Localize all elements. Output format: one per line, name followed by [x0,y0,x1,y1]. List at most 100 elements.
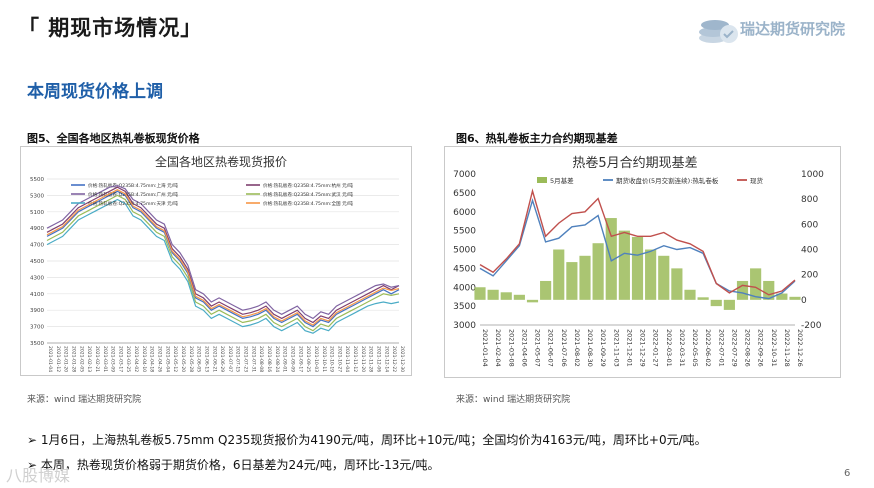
chart6-basis-bar [553,249,565,300]
chart6-ytick-left: 3000 [453,321,476,331]
chart6-ytick-left: 5500 [453,227,476,237]
chart6-ytick-left: 7000 [453,170,476,180]
chart5-xtick-label: 2021-08-16 [266,346,272,372]
chart6-xtick-label: 2022-01-27 [652,329,660,367]
chart5-legend-entry: 价格:热轧板卷:Q235B:4.75mm:武汉 元/吨 [263,191,353,198]
chart5-xtick-label: 2021-01-20 [63,346,69,372]
chart6-xtick-label: 2022-11-28 [783,329,791,367]
chart5-ytick-label: 5300 [30,193,44,199]
chart6-xtick-label: 2021-12-29 [639,329,647,367]
chart6-xtick-label: 2022-03-31 [678,329,686,367]
chart6-xtick-label: 2021-01-04 [481,329,489,367]
chart5-ytick-label: 3900 [30,308,44,314]
chart6-xtick-label: 2021-12-01 [625,329,633,367]
chart6-basis-bar [645,249,657,300]
chart5-xtick-label: 2021-03-25 [125,346,131,372]
chart5-xtick-label: 2021-12-22 [391,346,397,372]
chart5-xtick-label: 2021-09-25 [305,346,311,372]
chart5-xtick-label: 2021-05-28 [188,346,194,372]
bullet-basis: ➢ 本周，热卷现货价格弱于期货价格，6日基差为24元/吨，周环比-13元/吨。 [27,458,440,472]
page-title: 「 期现市场情况」 [18,16,203,40]
chart6-ytick-right: 1000 [801,170,824,180]
chart5-xtick-label: 2021-05-12 [172,346,178,372]
chart5-series-line [46,194,400,332]
chart6-basis-bar [750,268,762,300]
figure5-label: 图5、全国各地区热轧卷板现货价格 [27,132,200,145]
figure5-source: 来源：wind 瑞达期货研究院 [27,395,142,405]
chart6-legend-entry: 5月基差 [550,176,574,185]
chart6-title: 热卷5月合约期现基差 [572,155,697,171]
chart5-xtick-label: 2021-10-11 [321,346,327,372]
chart5-xtick-label: 2021-04-26 [157,346,163,372]
chart5-xtick-label: 2021-07-15 [235,346,241,372]
figure6-label: 图6、热轧卷板主力合约期现基差 [456,132,618,145]
chart5-xtick-label: 2021-09-09 [289,346,295,372]
chart6-ytick-right: 600 [801,220,818,230]
chart6-xtick-label: 2022-07-01 [717,329,725,367]
chart6-basis-bar [671,268,683,300]
chart5-xtick-label: 2021-05-04 [164,346,170,372]
chart6-basis-bar [697,297,709,300]
chart5-ytick-label: 4900 [30,226,44,232]
chart5-xtick-label: 2021-11-28 [368,346,374,372]
chart5-container: 全国各地区热卷现货报价 3500 3700 3900 4100 4300 4500 4700 4… [20,146,412,376]
chart6-basis-bar [526,299,539,303]
chart6-basis-bar [474,287,486,300]
chart5-series-line [46,184,400,320]
chart6-basis-bar [592,243,604,300]
chart5-legend-entry: 价格:热轧板卷:Q235B:4.75mm:杭州 元/吨 [263,182,353,189]
chart6-xtick-label: 2022-03-01 [665,329,673,367]
chart6-xtick-label: 2022-09-26 [757,329,765,367]
chart5-legend-entry: 价格:热轧板卷:Q235B:4.75mm:上海 元/吨 [88,182,178,189]
chart5-legend-entry: 价格:热轧板卷:Q235B:4.75mm:广州 元/吨 [88,191,178,198]
chart5-xtick-label: 2021-04-02 [133,346,139,372]
chart5-xtick-label: 2021-06-13 [203,346,209,372]
chart6-basis-bar [487,289,499,300]
chart5-xtick-label: 2021-10-03 [313,346,319,372]
chart6-xtick-label: 2022-08-26 [744,329,752,367]
chart6-legend-entry: 现货 [750,176,764,185]
chart6-xtick-label: 2022-07-29 [730,329,738,367]
chart5-ytick-label: 4300 [30,275,44,281]
chart5-series-line [46,198,400,334]
chart6-xtick-label: 2021-05-07 [534,329,542,367]
chart5-xtick-label: 2021-06-21 [211,346,217,372]
chart6-legend-swatch [537,177,547,183]
chart6-container: 热卷5月合约期现基差 3000 3500 4000 4500 5000 5500 6000 65… [444,146,841,378]
chart5-xtick-label: 2021-04-10 [141,346,147,372]
chart5-ytick-label: 5500 [30,177,44,183]
section-subtitle: 本周现货价格上调 [27,82,163,102]
chart6-ytick-left: 6500 [453,189,476,199]
chart6-series-line [479,188,796,296]
chart6-xtick-label: 2022-10-31 [770,329,778,367]
chart6-basis-bar [579,255,591,300]
chart5-xtick-label: 2021-07-23 [243,346,249,372]
chart6-ytick-left: 6000 [453,208,476,218]
regional-spot-price-chart: 全国各地区热卷现货报价 3500 3700 3900 4100 4300 4500 4700 4… [30,154,405,372]
chart5-xtick-label: 2021-12-30 [399,346,405,372]
chart6-ytick-right: 200 [801,271,818,281]
chart6-basis-bar [789,296,801,300]
chart6-xtick-label: 2021-06-07 [547,329,555,367]
chart5-series-line [46,189,400,326]
chart5-xtick-label: 2021-01-12 [55,346,61,372]
chart6-basis-bar [566,262,578,300]
chart5-xtick-label: 2021-12-14 [383,346,389,372]
chart5-series-line [46,190,400,328]
chart6-basis-bar [631,236,644,300]
chart5-xtick-label: 2021-04-18 [149,346,155,372]
chart5-xtick-label: 2021-02-05 [78,346,84,372]
chart5-xtick-label: 2021-03-17 [117,346,123,372]
chart5-xtick-label: 2021-02-21 [94,346,100,372]
chart5-xtick-label: 2021-10-27 [336,346,342,372]
chart5-xtick-label: 2021-11-12 [352,346,358,372]
chart6-ytick-left: 4000 [453,283,476,293]
chart5-legend-entry: 价格:热轧板卷:Q235B:4.75mm:天津 元/吨 [88,200,178,207]
chart5-xtick-label: 2021-09-01 [282,346,288,372]
chart5-xtick-label: 2021-03-09 [110,346,116,372]
chart6-xtick-label: 2022-12-26 [796,329,804,367]
chart5-legend-entry: 价格:热轧板卷:Q235B:4.75mm:全国 元/吨 [263,200,353,207]
chart6-xtick-label: 2021-08-02 [573,329,581,367]
chart5-xtick-label: 2021-12-06 [376,346,382,372]
chart5-ytick-label: 3700 [30,325,44,331]
